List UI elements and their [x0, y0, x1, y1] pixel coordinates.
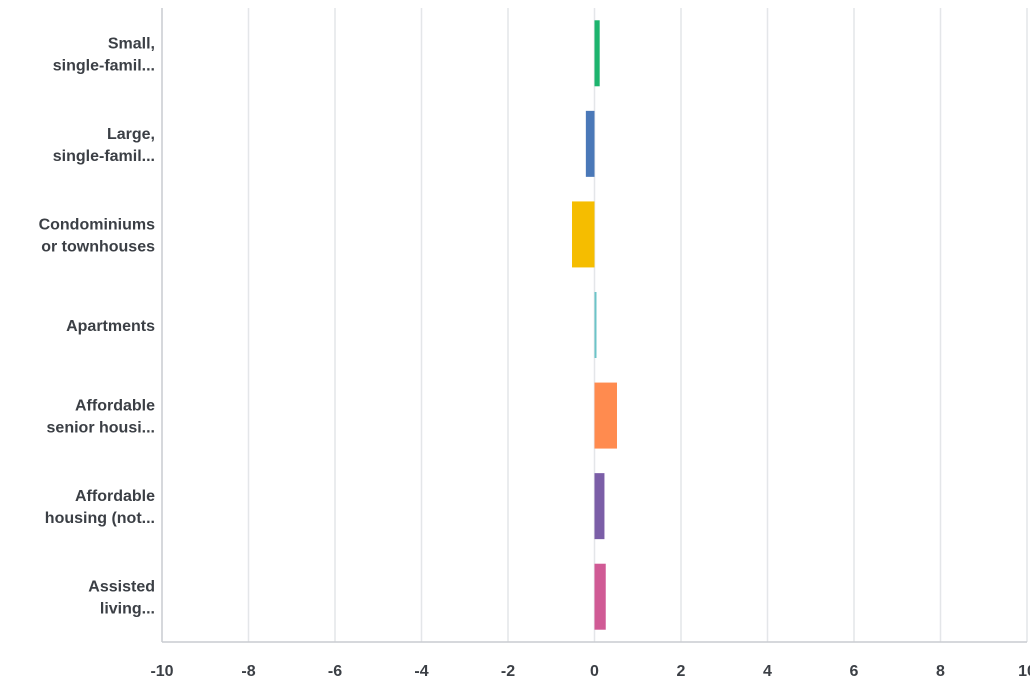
category-label-line: Affordable — [75, 488, 155, 505]
axes — [161, 8, 1027, 643]
category-label: Apartments — [66, 318, 155, 335]
category-label-line: or townhouses — [41, 238, 155, 255]
x-tick-label: 6 — [850, 663, 859, 680]
category-label: Affordable housing (not... — [45, 488, 155, 527]
category-label-line: Small, — [108, 35, 155, 52]
bar — [594, 473, 605, 540]
x-tick-label: 10 — [1018, 663, 1030, 680]
category-label-line: Apartments — [66, 318, 155, 335]
bar — [594, 292, 597, 358]
gridlines — [247, 8, 1028, 642]
x-tick-label: -4 — [414, 663, 428, 680]
bars — [572, 20, 617, 630]
category-label: Condominiums or townhouses — [39, 216, 156, 255]
x-tick-label: 2 — [677, 663, 686, 680]
category-label-line: Large, — [107, 126, 155, 143]
x-tick-label: 0 — [590, 663, 599, 680]
category-label-line: single-famil... — [53, 148, 155, 165]
x-tick-label: -6 — [328, 663, 342, 680]
bar — [594, 20, 600, 87]
x-tick-label: -8 — [241, 663, 255, 680]
category-label-line: Affordable — [75, 398, 155, 415]
category-label-line: single-famil... — [53, 57, 155, 74]
category-label: Large, single-famil... — [53, 126, 155, 165]
x-tick-label: -2 — [501, 663, 515, 680]
category-label: Small, single-famil... — [53, 35, 155, 74]
x-tick-labels: -10 -8 -6 -4 -2 0 2 4 6 8 10 — [150, 663, 1030, 680]
category-label-line: living... — [100, 601, 155, 618]
category-labels: Small, single-famil... Large, single-famil.… — [39, 35, 156, 617]
category-label-line: senior housi... — [47, 420, 155, 437]
category-label: Affordable senior housi... — [47, 398, 156, 437]
category-label-line: Assisted — [88, 579, 155, 596]
bar — [585, 110, 595, 177]
category-label: Assisted living... — [88, 579, 155, 618]
x-tick-label: 4 — [763, 663, 772, 680]
x-tick-label: -10 — [150, 663, 173, 680]
bar — [572, 201, 595, 268]
x-tick-label: 8 — [936, 663, 945, 680]
category-label-line: housing (not... — [45, 510, 155, 527]
bar — [594, 563, 606, 630]
category-label-line: Condominiums — [39, 216, 156, 233]
bar — [594, 382, 617, 449]
